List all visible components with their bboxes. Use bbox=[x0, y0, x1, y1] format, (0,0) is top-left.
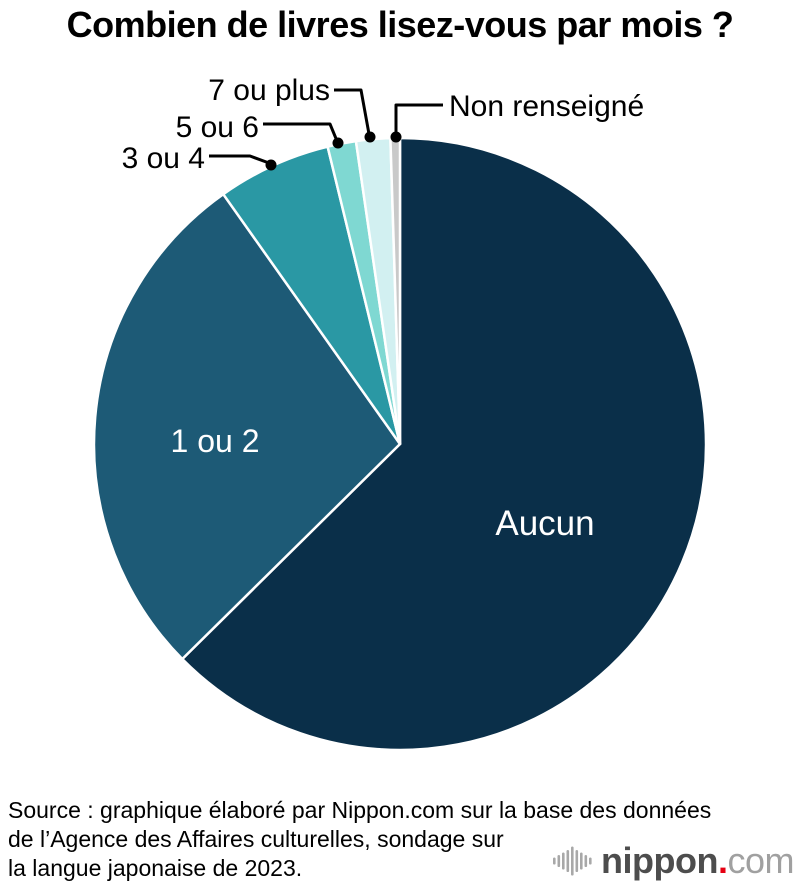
callout-line-7plus bbox=[334, 88, 371, 135]
logo-dot: . bbox=[717, 840, 728, 881]
logo-brand: nippon bbox=[601, 840, 718, 881]
sound-wave-bar bbox=[553, 857, 556, 865]
pie-slice-aucun bbox=[181, 136, 708, 752]
callout-dot-5ou6 bbox=[332, 137, 344, 149]
callout-dot-3ou4 bbox=[265, 159, 277, 171]
slice-label-aucun: Aucun bbox=[495, 504, 594, 543]
callout-dot-7plus bbox=[364, 131, 376, 143]
source-note: Source : graphique élaboré par Nippon.co… bbox=[8, 796, 711, 883]
chart-title: Combien de livres lisez-vous par mois ? bbox=[66, 4, 734, 45]
callout-label-7plus: 7 ou plus bbox=[208, 74, 330, 107]
sound-wave-bar bbox=[562, 852, 565, 870]
slice-label-1ou2: 1 ou 2 bbox=[171, 423, 260, 459]
sound-wave-bar bbox=[584, 855, 588, 867]
pie-slices bbox=[92, 136, 708, 752]
callout-line-5ou6 bbox=[263, 122, 339, 142]
callout-line-nonrenseigne bbox=[394, 103, 443, 134]
sound-wave-bar bbox=[589, 857, 592, 865]
sound-wave-bar bbox=[580, 852, 583, 870]
source-line-2: de l’Agence des Affaires culturelles, so… bbox=[8, 826, 504, 852]
nippon-logo-text: nippon.com bbox=[601, 840, 794, 882]
sound-wave-bar bbox=[566, 850, 570, 872]
source-line-3: la langue japonaise de 2023. bbox=[8, 855, 303, 881]
nippon-logo: nippon.com bbox=[552, 840, 794, 882]
logo-suffix: com bbox=[727, 840, 794, 881]
sound-wave-bar bbox=[557, 855, 561, 867]
source-line-1: Source : graphique élaboré par Nippon.co… bbox=[8, 797, 712, 823]
callout-dot-nonrenseigne bbox=[390, 131, 402, 143]
pie-slice-1-ou-2 bbox=[92, 192, 402, 661]
sound-wave-bar bbox=[575, 850, 579, 872]
sound-wave-bar bbox=[571, 846, 574, 876]
callout-line-3ou4 bbox=[209, 154, 270, 165]
callout-label-3ou4: 3 ou 4 bbox=[122, 142, 205, 175]
callout-lines bbox=[209, 88, 443, 165]
callout-label-nonrenseigne: Non renseigné bbox=[449, 90, 644, 123]
pie-chart: 3 ou 4 5 ou 6 7 ou plus Non renseigné Au… bbox=[92, 74, 708, 752]
callout-dots bbox=[265, 131, 402, 171]
callout-label-5ou6: 5 ou 6 bbox=[176, 111, 259, 144]
sound-wave-bars-icon bbox=[553, 846, 592, 876]
